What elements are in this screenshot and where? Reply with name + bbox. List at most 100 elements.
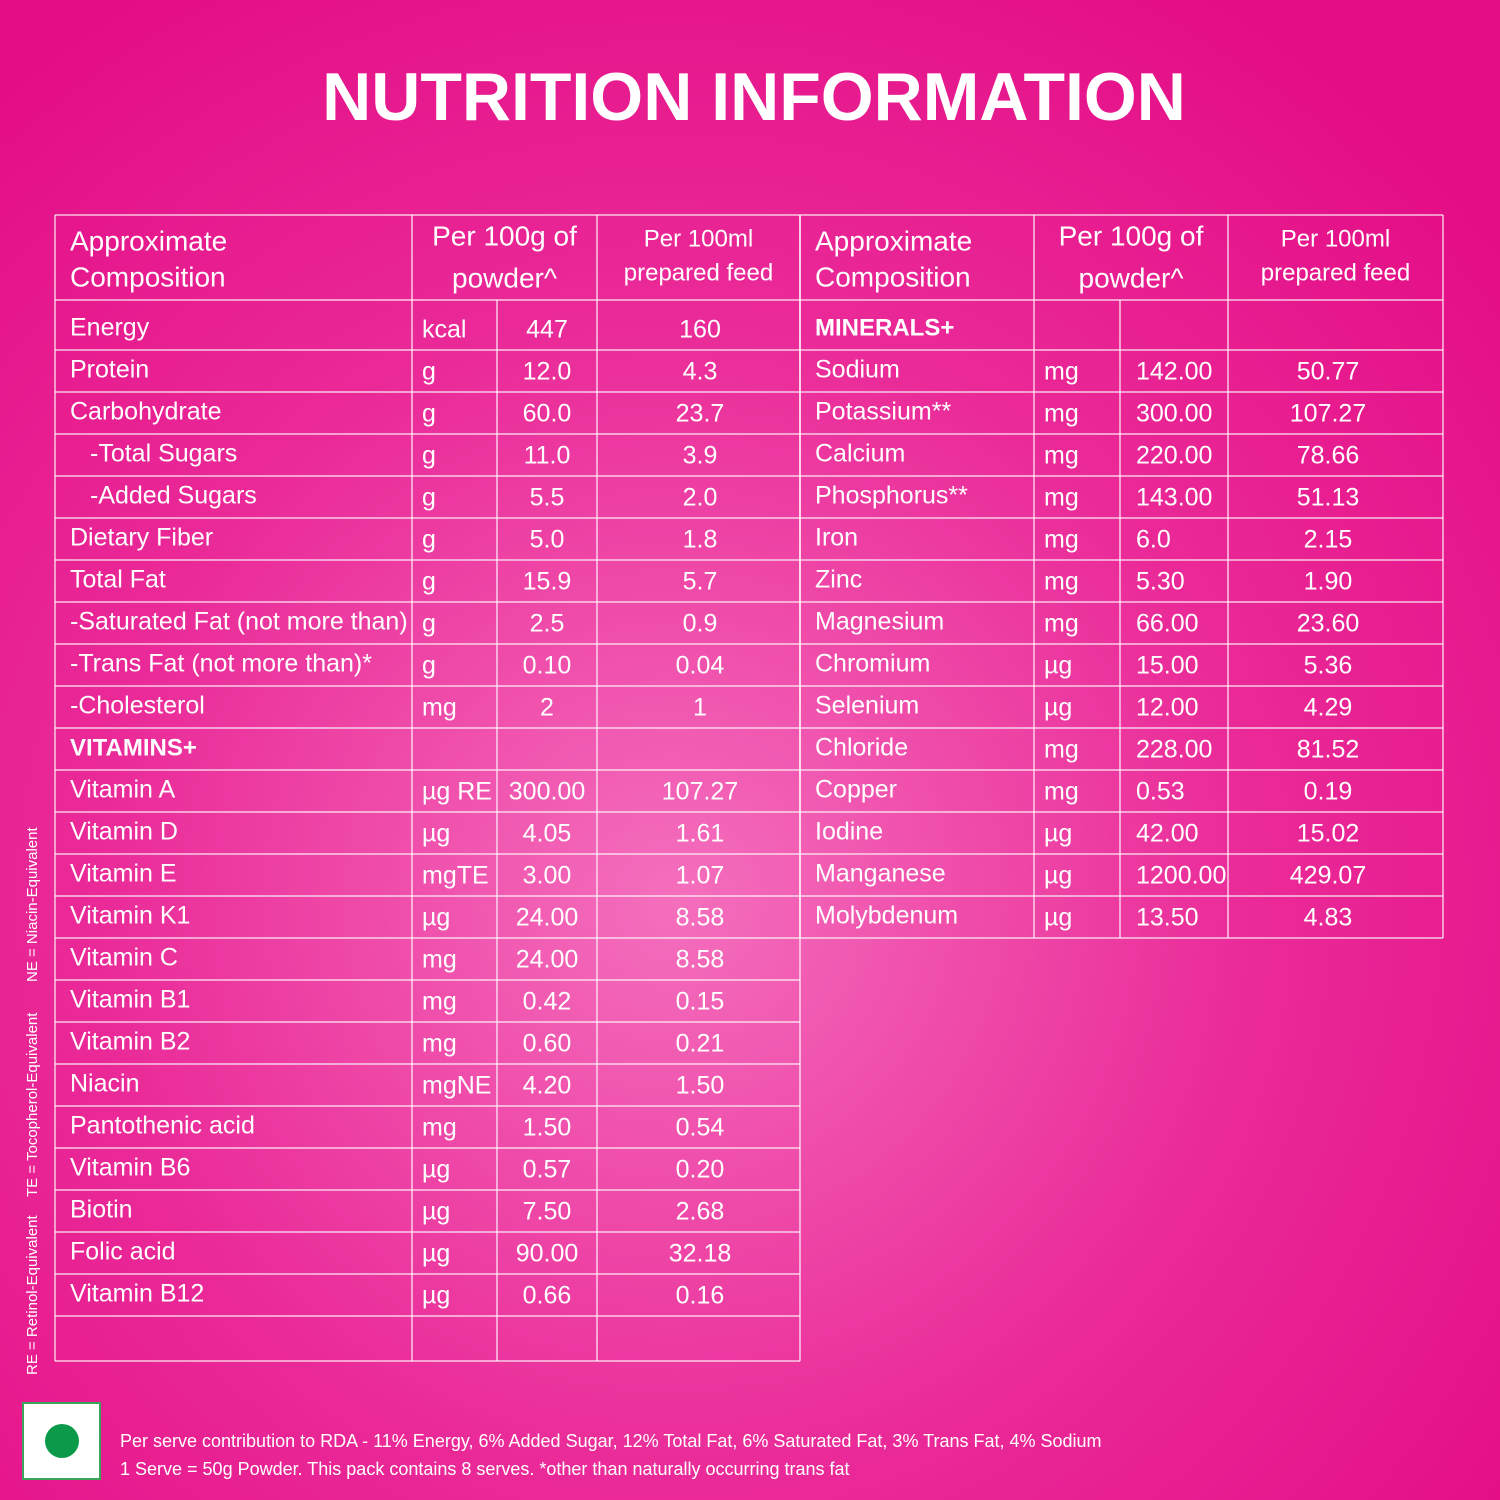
- nutrient-name: -Total Sugars: [90, 440, 237, 468]
- header-cell: prepared feed: [1261, 259, 1410, 286]
- per-100g: 60.0: [523, 400, 572, 428]
- nutrient-name: Energy: [70, 314, 150, 342]
- per-100g: 3.00: [523, 862, 572, 890]
- per-100g: 228.00: [1136, 736, 1212, 764]
- header-cell: prepared feed: [624, 259, 773, 286]
- per-100ml: 0.16: [676, 1282, 725, 1310]
- per-100ml: 1: [693, 694, 707, 722]
- nutrient-name: Iodine: [815, 818, 883, 846]
- per-100g: 0.60: [523, 1030, 572, 1058]
- per-100g: 1.50: [523, 1114, 572, 1142]
- per-100g: 447: [526, 316, 568, 344]
- per-100g: 4.05: [523, 820, 572, 848]
- veg-dot: [45, 1424, 79, 1458]
- per-100ml: 1.8: [683, 526, 718, 554]
- section-label: VITAMINS+: [70, 734, 197, 761]
- per-100ml: 8.58: [676, 946, 725, 974]
- header-cell: Approximate: [815, 225, 972, 256]
- nutrient-name: Dietary Fiber: [70, 524, 213, 552]
- unit: µg: [1044, 862, 1072, 890]
- per-100ml: 0.19: [1304, 778, 1353, 806]
- nutrient-name: Total Fat: [70, 566, 166, 594]
- header-cell: powder^: [1079, 262, 1184, 293]
- per-100ml: 107.27: [1290, 400, 1366, 428]
- per-100g: 0.10: [523, 652, 572, 680]
- header-cell: Per 100ml: [644, 225, 753, 252]
- per-100g: 42.00: [1136, 820, 1199, 848]
- per-100ml: 8.58: [676, 904, 725, 932]
- nutrient-name: Magnesium: [815, 608, 944, 636]
- header-cell: Per 100ml: [1281, 225, 1390, 252]
- unit: µg: [1044, 904, 1072, 932]
- side-note: NE = Niacin-Equivalent: [24, 827, 41, 982]
- side-note: RE = Retinol-Equivalent: [24, 1214, 41, 1375]
- per-100ml: 1.50: [676, 1072, 725, 1100]
- per-100g: 5.5: [530, 484, 565, 512]
- per-100ml: 15.02: [1297, 820, 1360, 848]
- per-100ml: 4.3: [683, 358, 718, 386]
- per-100g: 5.0: [530, 526, 565, 554]
- unit: µg: [1044, 694, 1072, 722]
- unit: g: [422, 442, 436, 470]
- per-100ml: 1.61: [676, 820, 725, 848]
- unit: mg: [1044, 484, 1079, 512]
- per-100ml: 78.66: [1297, 442, 1360, 470]
- per-100ml: 0.15: [676, 988, 725, 1016]
- per-100ml: 50.77: [1297, 358, 1360, 386]
- nutrient-name: Chromium: [815, 650, 930, 678]
- unit: mg: [1044, 736, 1079, 764]
- unit: µg RE: [422, 778, 492, 806]
- nutrient-name: Pantothenic acid: [70, 1112, 255, 1140]
- unit: kcal: [422, 316, 466, 344]
- nutrient-name: Copper: [815, 776, 897, 804]
- per-100ml: 5.36: [1304, 652, 1353, 680]
- per-100ml: 4.29: [1304, 694, 1353, 722]
- unit: µg: [422, 1156, 450, 1184]
- per-100g: 142.00: [1136, 358, 1212, 386]
- unit: g: [422, 526, 436, 554]
- per-100ml: 1.90: [1304, 568, 1353, 596]
- unit: µg: [422, 904, 450, 932]
- unit: g: [422, 358, 436, 386]
- per-100g: 6.0: [1136, 526, 1171, 554]
- per-100g: 0.57: [523, 1156, 572, 1184]
- per-100g: 0.66: [523, 1282, 572, 1310]
- per-100g: 4.20: [523, 1072, 572, 1100]
- per-100g: 11.0: [524, 442, 571, 470]
- unit: µg: [1044, 652, 1072, 680]
- header-cell: Composition: [70, 261, 226, 292]
- unit: mgTE: [422, 862, 489, 890]
- per-100ml: 23.7: [676, 400, 725, 428]
- unit: µg: [422, 1282, 450, 1310]
- unit: g: [422, 484, 436, 512]
- per-100ml: 5.7: [683, 568, 718, 596]
- nutrient-name: Potassium**: [815, 398, 951, 426]
- unit: mgNE: [422, 1072, 491, 1100]
- per-100g: 90.00: [516, 1240, 579, 1268]
- per-100g: 0.53: [1136, 778, 1185, 806]
- nutrient-name: Molybdenum: [815, 902, 958, 930]
- per-100g: 66.00: [1136, 610, 1199, 638]
- nutrient-name: -Cholesterol: [70, 692, 205, 720]
- per-100ml: 2.15: [1304, 526, 1353, 554]
- nutrient-name: Calcium: [815, 440, 905, 468]
- unit: mg: [1044, 442, 1079, 470]
- per-100g: 2: [540, 694, 554, 722]
- title: NUTRITION INFORMATION: [322, 59, 1186, 135]
- unit: mg: [422, 988, 457, 1016]
- header-cell: Per 100g of: [432, 220, 577, 251]
- nutrient-name: -Added Sugars: [90, 482, 257, 510]
- unit: µg: [422, 1240, 450, 1268]
- per-100ml: 3.9: [683, 442, 718, 470]
- per-100g: 1200.00: [1136, 862, 1226, 890]
- per-100ml: 51.13: [1297, 484, 1360, 512]
- unit: g: [422, 652, 436, 680]
- nutrient-name: -Saturated Fat (not more than): [70, 608, 408, 636]
- per-100g: 12.0: [523, 358, 572, 386]
- per-100g: 2.5: [530, 610, 565, 638]
- per-100ml: 0.54: [676, 1114, 725, 1142]
- nutrient-name: Vitamin A: [70, 776, 175, 804]
- unit: mg: [1044, 400, 1079, 428]
- per-100g: 5.30: [1136, 568, 1185, 596]
